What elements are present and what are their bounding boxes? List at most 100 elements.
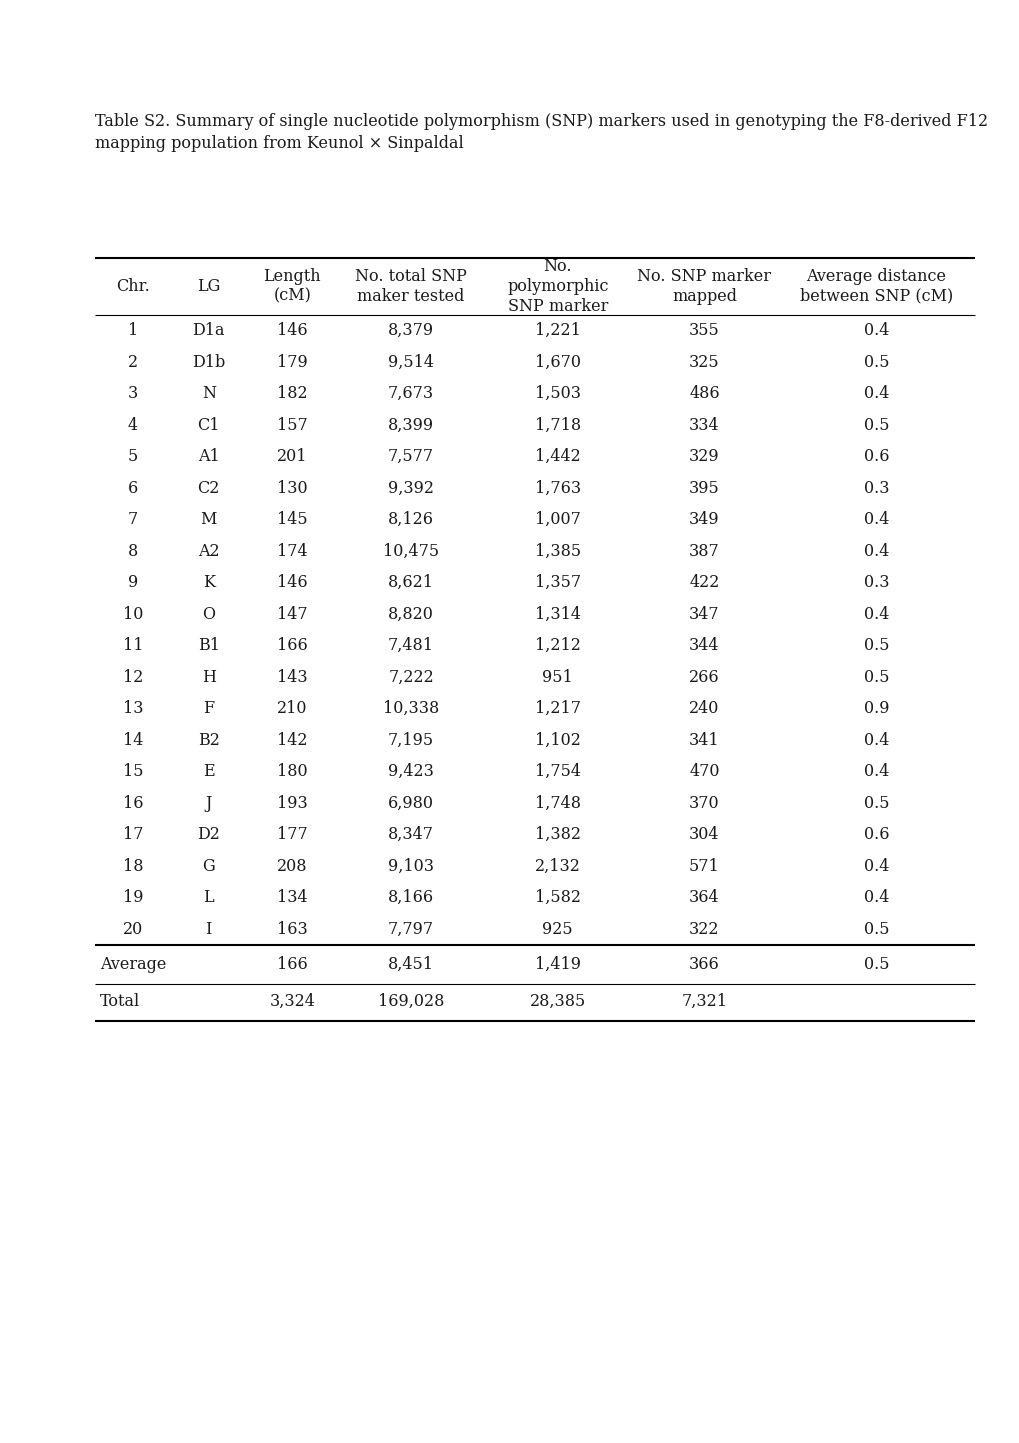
Text: 146: 146: [276, 322, 308, 339]
Text: Total: Total: [100, 993, 141, 1010]
Text: D2: D2: [197, 827, 220, 843]
Text: 1,357: 1,357: [534, 574, 580, 592]
Text: 1,442: 1,442: [534, 449, 580, 465]
Text: 157: 157: [276, 417, 308, 434]
Text: 10,338: 10,338: [382, 700, 439, 717]
Text: 28,385: 28,385: [529, 993, 585, 1010]
Text: 14: 14: [122, 732, 143, 749]
Text: 9,103: 9,103: [387, 857, 434, 874]
Text: 325: 325: [689, 354, 719, 371]
Text: 1,763: 1,763: [534, 479, 580, 496]
Text: 925: 925: [542, 921, 573, 938]
Text: 0.9: 0.9: [863, 700, 889, 717]
Text: 334: 334: [689, 417, 719, 434]
Text: 0.5: 0.5: [863, 354, 889, 371]
Text: 1,670: 1,670: [534, 354, 580, 371]
Text: 2: 2: [127, 354, 138, 371]
Text: 9,392: 9,392: [387, 479, 434, 496]
Text: 0.3: 0.3: [863, 479, 889, 496]
Text: 201: 201: [277, 449, 307, 465]
Text: 322: 322: [689, 921, 719, 938]
Text: 344: 344: [689, 638, 719, 654]
Text: 0.4: 0.4: [863, 511, 889, 528]
Text: No. SNP marker
mapped: No. SNP marker mapped: [637, 268, 770, 304]
Text: D1a: D1a: [193, 322, 225, 339]
Text: 0.3: 0.3: [863, 574, 889, 592]
Text: LG: LG: [197, 278, 220, 294]
Text: 6,980: 6,980: [387, 795, 434, 812]
Text: B2: B2: [198, 732, 219, 749]
Text: 7,195: 7,195: [387, 732, 434, 749]
Text: 20: 20: [122, 921, 143, 938]
Text: 12: 12: [122, 668, 143, 685]
Text: 166: 166: [276, 957, 308, 973]
Text: 0.4: 0.4: [863, 763, 889, 781]
Text: D1b: D1b: [192, 354, 225, 371]
Text: 370: 370: [689, 795, 719, 812]
Text: B1: B1: [198, 638, 219, 654]
Text: 1,217: 1,217: [534, 700, 580, 717]
Text: 7,481: 7,481: [387, 638, 434, 654]
Text: 8,820: 8,820: [388, 606, 434, 623]
Text: 0.5: 0.5: [863, 921, 889, 938]
Text: 6: 6: [127, 479, 138, 496]
Text: C1: C1: [198, 417, 220, 434]
Text: 147: 147: [276, 606, 308, 623]
Text: 19: 19: [122, 889, 143, 906]
Text: 2,132: 2,132: [534, 857, 580, 874]
Text: 1,748: 1,748: [534, 795, 580, 812]
Text: 145: 145: [276, 511, 308, 528]
Text: 193: 193: [276, 795, 308, 812]
Text: 16: 16: [122, 795, 143, 812]
Text: N: N: [202, 385, 216, 403]
Text: 0.5: 0.5: [863, 417, 889, 434]
Text: 1,221: 1,221: [534, 322, 580, 339]
Text: O: O: [202, 606, 215, 623]
Text: 0.5: 0.5: [863, 795, 889, 812]
Text: A2: A2: [198, 543, 219, 560]
Text: 0.4: 0.4: [863, 889, 889, 906]
Text: 208: 208: [277, 857, 307, 874]
Text: 10,475: 10,475: [383, 543, 439, 560]
Text: Average: Average: [100, 957, 166, 973]
Text: 9,423: 9,423: [388, 763, 434, 781]
Text: H: H: [202, 668, 216, 685]
Text: 0.5: 0.5: [863, 638, 889, 654]
Text: 3,324: 3,324: [269, 993, 315, 1010]
Text: No. total SNP
maker tested: No. total SNP maker tested: [355, 268, 467, 304]
Text: 341: 341: [689, 732, 719, 749]
Text: 8,347: 8,347: [387, 827, 434, 843]
Text: 174: 174: [276, 543, 308, 560]
Text: 395: 395: [689, 479, 719, 496]
Text: 364: 364: [689, 889, 719, 906]
Text: 240: 240: [689, 700, 719, 717]
Text: 8,451: 8,451: [387, 957, 434, 973]
Text: 1,419: 1,419: [534, 957, 580, 973]
Text: 347: 347: [689, 606, 719, 623]
Text: 7,797: 7,797: [387, 921, 434, 938]
Text: 355: 355: [689, 322, 719, 339]
Text: 179: 179: [276, 354, 308, 371]
Text: K: K: [203, 574, 215, 592]
Text: 9,514: 9,514: [387, 354, 434, 371]
Text: 210: 210: [277, 700, 307, 717]
Text: 7,577: 7,577: [387, 449, 434, 465]
Text: 134: 134: [276, 889, 308, 906]
Text: 5: 5: [127, 449, 138, 465]
Text: 349: 349: [689, 511, 719, 528]
Text: 142: 142: [277, 732, 307, 749]
Text: L: L: [203, 889, 214, 906]
Text: Length
(cM): Length (cM): [263, 268, 321, 304]
Text: 387: 387: [689, 543, 719, 560]
Text: 143: 143: [276, 668, 308, 685]
Text: 951: 951: [542, 668, 573, 685]
Text: 9: 9: [127, 574, 138, 592]
Text: 571: 571: [689, 857, 719, 874]
Text: 8,399: 8,399: [387, 417, 434, 434]
Text: J: J: [206, 795, 212, 812]
Text: G: G: [202, 857, 215, 874]
Text: Table S2. Summary of single nucleotide polymorphism (SNP) markers used in genoty: Table S2. Summary of single nucleotide p…: [95, 113, 987, 130]
Text: 0.4: 0.4: [863, 857, 889, 874]
Text: 130: 130: [276, 479, 308, 496]
Text: 4: 4: [127, 417, 138, 434]
